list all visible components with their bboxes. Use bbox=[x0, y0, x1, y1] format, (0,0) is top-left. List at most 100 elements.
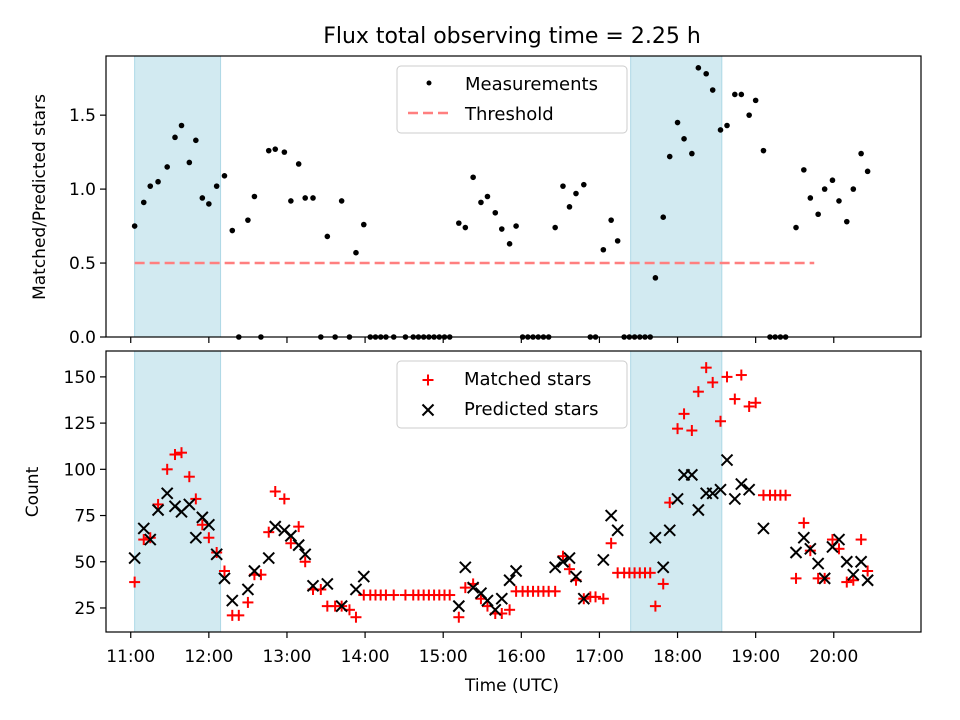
cross-stroke bbox=[569, 570, 583, 583]
measurement-point bbox=[552, 224, 558, 231]
predicted-star-point bbox=[604, 509, 618, 522]
cross-stroke bbox=[210, 548, 223, 561]
bottom-y-tick-label: 50 bbox=[74, 553, 96, 573]
predicted-star-point bbox=[509, 564, 523, 578]
matched-star-point bbox=[350, 611, 362, 623]
measurement-point bbox=[360, 221, 367, 228]
cross-stroke bbox=[241, 583, 255, 596]
matched-star-point bbox=[790, 572, 802, 584]
measurement-point bbox=[147, 183, 154, 189]
measurement-point bbox=[573, 190, 579, 197]
matched-star-point bbox=[299, 556, 311, 568]
cross-stroke bbox=[306, 579, 320, 592]
cross-stroke bbox=[474, 586, 488, 600]
matched-star-point bbox=[504, 604, 516, 616]
cross-stroke bbox=[577, 592, 591, 605]
predicted-star-point bbox=[649, 531, 662, 544]
x-tick-label: 14:00 bbox=[341, 647, 390, 667]
measurement-point bbox=[666, 153, 673, 160]
predicted-star-point bbox=[503, 574, 516, 587]
measurement-point bbox=[310, 195, 316, 201]
cross-stroke bbox=[421, 403, 435, 417]
measurement-point bbox=[251, 193, 258, 200]
predicted-star-point bbox=[847, 568, 860, 581]
bottom-y-tick-label: 125 bbox=[64, 414, 96, 434]
measurement-point bbox=[807, 195, 814, 201]
matched-star-point bbox=[855, 534, 867, 546]
top-y-tick-label: 0.0 bbox=[69, 328, 96, 348]
matched-star-point bbox=[715, 415, 727, 427]
x-tick-label: 13:00 bbox=[262, 647, 311, 667]
matched-star-point bbox=[269, 486, 281, 497]
cross-stroke bbox=[321, 577, 334, 591]
measurement-point bbox=[608, 217, 614, 223]
measurement-point bbox=[674, 119, 681, 126]
measurement-point bbox=[581, 181, 587, 188]
predicted-star-point bbox=[202, 518, 216, 531]
top-panel: 0.0 0.5 1.0 1.5 Matched/Predicted stars Mea… bbox=[30, 55, 922, 348]
measurement-point bbox=[858, 150, 864, 157]
predicted-star-point bbox=[144, 533, 157, 546]
cross-stroke bbox=[832, 533, 846, 546]
predicted-star-point bbox=[128, 551, 141, 565]
predicted-star-point bbox=[685, 468, 699, 482]
measurement-point bbox=[492, 209, 499, 216]
cross-stroke bbox=[509, 564, 523, 578]
bottom-legend-box bbox=[396, 360, 628, 429]
cross-stroke bbox=[262, 551, 275, 565]
cross-stroke bbox=[597, 553, 610, 567]
shaded-interval bbox=[134, 350, 222, 633]
legend-threshold-label: Threshold bbox=[464, 104, 554, 125]
predicted-star-point bbox=[563, 551, 576, 565]
predicted-star-point bbox=[720, 453, 734, 467]
measurement-point bbox=[681, 136, 687, 142]
cross-stroke bbox=[489, 603, 502, 617]
cross-stroke bbox=[742, 483, 756, 496]
measurement-point bbox=[338, 198, 345, 204]
cross-stroke bbox=[840, 555, 853, 568]
predicted-star-point bbox=[349, 583, 363, 596]
bottom-y-tick-label: 100 bbox=[64, 460, 96, 480]
chart-title: Flux total observing time = 2.25 h bbox=[323, 24, 701, 49]
matched-star-point bbox=[590, 591, 602, 603]
measurement-point bbox=[470, 174, 476, 181]
matched-star-point bbox=[453, 611, 465, 623]
predicted-star-point bbox=[298, 548, 312, 561]
cross-stroke bbox=[196, 511, 209, 524]
matched-star-point bbox=[152, 498, 164, 510]
matched-star-point bbox=[743, 400, 755, 412]
legend-predicted-marker bbox=[421, 403, 435, 417]
predicted-star-point bbox=[663, 524, 676, 537]
cross-stroke bbox=[757, 522, 770, 535]
matched-star-point bbox=[263, 526, 275, 538]
matched-star-point bbox=[388, 589, 400, 601]
matched-star-point bbox=[657, 578, 669, 590]
predicted-star-point bbox=[832, 533, 846, 546]
cross-stroke bbox=[611, 524, 624, 537]
measurement-point bbox=[709, 87, 716, 93]
measurement-point bbox=[272, 146, 279, 152]
measurement-point bbox=[193, 137, 199, 144]
cross-stroke bbox=[563, 551, 576, 565]
cross-stroke bbox=[657, 561, 670, 574]
measurement-point bbox=[752, 97, 759, 104]
predicted-star-point bbox=[597, 553, 610, 567]
measurement-point bbox=[738, 91, 745, 98]
predicted-star-point bbox=[757, 522, 770, 535]
x-tick-label: 20:00 bbox=[809, 647, 858, 667]
predicted-star-point bbox=[466, 581, 480, 594]
cross-stroke bbox=[735, 477, 748, 491]
matched-star-point bbox=[138, 534, 150, 546]
cross-stroke bbox=[298, 548, 312, 561]
predicted-star-point bbox=[459, 561, 472, 574]
measurement-point bbox=[245, 217, 251, 223]
measurement-point bbox=[732, 91, 738, 98]
matched-star-point bbox=[649, 600, 661, 612]
matched-star-point bbox=[700, 362, 712, 374]
x-tick-label: 16:00 bbox=[497, 647, 546, 667]
legend-measurement-marker bbox=[426, 80, 432, 86]
matched-star-point bbox=[847, 574, 859, 586]
matched-star-point bbox=[750, 397, 762, 409]
predicted-star-point bbox=[797, 531, 811, 544]
